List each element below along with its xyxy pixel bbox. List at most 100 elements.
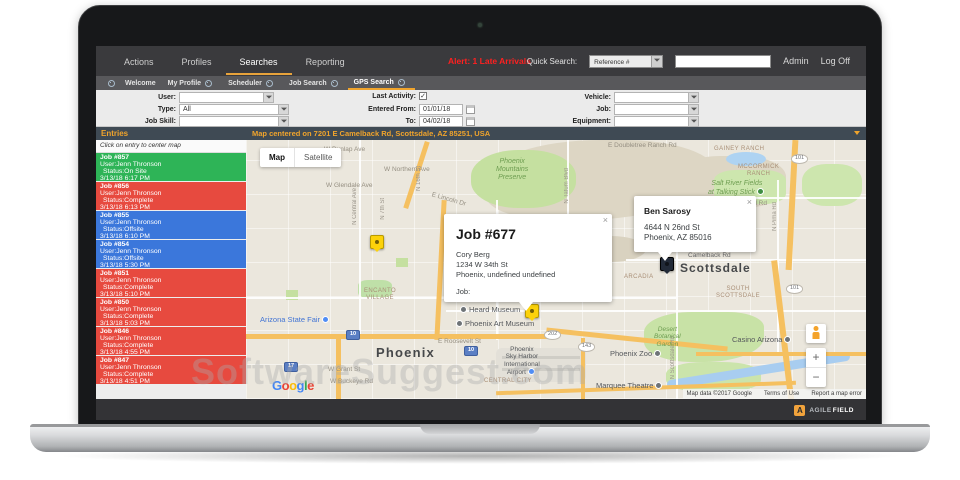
tab-gear-icon[interactable] (108, 79, 115, 87)
type-select[interactable]: All (179, 104, 289, 115)
museum-poi-icon[interactable] (456, 320, 463, 327)
highway-line (246, 334, 556, 339)
terms-link[interactable]: Terms of Use (763, 391, 800, 397)
quick-search-input[interactable] (675, 54, 772, 68)
map-label-south-scottsdale: SOUTH SCOTTSDALE (716, 286, 761, 299)
map-canvas[interactable]: W Dunlap Ave E Doubletree Ranch Rd GAINE… (246, 140, 866, 399)
job-card-850[interactable]: Job #850 User:Jenn Thronson Status:Compl… (96, 298, 246, 327)
job-user: User:Jenn Thronson (100, 335, 162, 343)
label-text: Phoenix Sky Harbor International Airport (504, 346, 540, 377)
popup-body: 4644 N 26nd St Phoenix, AZ 85016 (644, 223, 712, 243)
map-label-phoenix: Phoenix (376, 345, 435, 360)
job-card-846[interactable]: Job #846 User:Jenn Thronson Status:Compl… (96, 327, 246, 356)
job-skill-label: Job Skill: (144, 118, 176, 125)
logoff-link[interactable]: Log Off (820, 56, 850, 66)
label-text: Heard Museum (469, 305, 521, 314)
pegman-icon (813, 326, 820, 339)
admin-link[interactable]: Admin (783, 56, 809, 66)
job-card-847[interactable]: Job #847 User:Jenn Thronson Status:Compl… (96, 356, 246, 385)
pegman-control[interactable] (806, 324, 826, 343)
fair-poi-icon[interactable] (322, 316, 330, 323)
job-677-popup: × Job #677 Cory Berg 1234 W 34th St Phoe… (444, 214, 612, 311)
street-line (446, 310, 866, 312)
entered-from-label: Entered From: (368, 106, 416, 113)
user-select[interactable] (179, 92, 274, 103)
job-card-851[interactable]: Job #851 User:Jenn Thronson Status:Compl… (96, 269, 246, 298)
tab-gear-icon (397, 78, 405, 86)
satellite-button[interactable]: Satellite (295, 148, 342, 167)
map-label-heard-museum: Heard Museum (458, 305, 521, 315)
laptop-shadow (55, 448, 905, 464)
zoo-poi-icon[interactable] (654, 350, 662, 357)
museum-poi-icon[interactable] (460, 306, 467, 313)
late-arrivals-alert[interactable]: Alert: 1 Late Arrivals (448, 56, 531, 66)
job-status: Status:Offsite (103, 226, 144, 234)
logo-letter: e (307, 378, 314, 393)
filter-user: User: (126, 92, 274, 103)
logo-letter: g (296, 378, 305, 393)
nav-item-searches[interactable]: Searches (225, 48, 292, 75)
job-status: Status:Offsite (103, 255, 144, 263)
tab-gps-search[interactable]: GPS Search (347, 76, 415, 90)
tab-my-profile[interactable]: My Profile (162, 76, 222, 90)
job-card-855[interactable]: Job #855 User:Jenn Thronson Status:Offsi… (96, 211, 246, 240)
report-error-link[interactable]: Report a map error (811, 391, 862, 397)
park-shape (286, 290, 298, 300)
tab-welcome[interactable]: Welcome (119, 76, 162, 90)
vehicle-select[interactable] (614, 92, 699, 103)
entered-from-input[interactable]: 01/01/18 (419, 104, 463, 115)
google-logo[interactable]: Google (272, 378, 314, 393)
last-activity-label: Last Activity: (372, 92, 416, 100)
logo-letter: o (289, 378, 297, 393)
map-label-salt-river-fields: Salt River Fields at Talking Stick (708, 180, 766, 197)
street-line (696, 197, 866, 199)
tab-job-search[interactable]: Job Search (283, 76, 348, 90)
map-label-central-city: CENTRAL CITY (484, 378, 532, 384)
map-button[interactable]: Map (260, 148, 294, 167)
job-marker[interactable] (370, 235, 384, 249)
quick-search-type-select[interactable]: Reference # (589, 54, 664, 68)
stadium-poi-icon[interactable] (756, 188, 764, 196)
zoom-in-button[interactable]: + (812, 350, 820, 364)
job-select[interactable] (614, 104, 699, 115)
zoom-out-button[interactable]: − (812, 370, 820, 384)
job-card-857[interactable]: Job #857 User:Jenn Thronson Status:On Si… (96, 153, 246, 182)
job-user: User:Jenn Thronson (100, 219, 162, 227)
last-activity-checkbox[interactable]: ✓ (419, 92, 427, 100)
tab-scheduler[interactable]: Scheduler (222, 76, 283, 90)
nav-item-actions[interactable]: Actions (124, 56, 154, 67)
route-101-shield: 101 (786, 284, 804, 294)
equipment-select[interactable] (614, 116, 699, 127)
theatre-poi-icon[interactable] (655, 382, 663, 389)
filter-job: Job: (551, 104, 699, 115)
airport-poi-icon[interactable] (527, 368, 535, 376)
tab-label: Scheduler (228, 79, 262, 87)
brand-field-text: FIELD (832, 406, 854, 414)
job-id: Job #847 (100, 357, 130, 364)
calendar-icon[interactable] (466, 117, 475, 126)
close-icon[interactable]: × (602, 215, 608, 225)
calendar-icon[interactable] (466, 105, 475, 114)
label-text: Casino Arizona (732, 335, 783, 344)
job-skill-select[interactable] (179, 116, 289, 127)
nav-item-profiles[interactable]: Profiles (181, 56, 212, 67)
map-panel: Map centered on 7201 E Camelback Rd, Sco… (246, 127, 866, 399)
map-label-arcadia: ARCADIA (624, 274, 654, 280)
job-id: Job #850 (100, 299, 130, 306)
job-card-854[interactable]: Job #854 User:Jenn Thronson Status:Offsi… (96, 240, 246, 269)
map-label-7th-st: N 7th St (380, 198, 386, 220)
map-label-doubletree: E Doubletree Ranch Rd (608, 142, 677, 149)
close-icon[interactable]: × (746, 197, 752, 207)
job-card-856[interactable]: Job #856 User:Jenn Thronson Status:Compl… (96, 182, 246, 211)
highway-line (336, 338, 341, 399)
map-panel-toggle-icon[interactable] (854, 131, 860, 138)
to-input[interactable]: 04/02/18 (419, 116, 463, 127)
park-shape (802, 164, 862, 206)
map-centered-header: Map centered on 7201 E Camelback Rd, Sco… (246, 127, 866, 140)
nav-item-reporting[interactable]: Reporting (305, 56, 345, 67)
job-status: Status:Complete (103, 342, 154, 350)
casino-poi-icon[interactable] (784, 336, 792, 343)
logo-letter: l (303, 378, 308, 393)
tab-label: My Profile (167, 79, 202, 87)
